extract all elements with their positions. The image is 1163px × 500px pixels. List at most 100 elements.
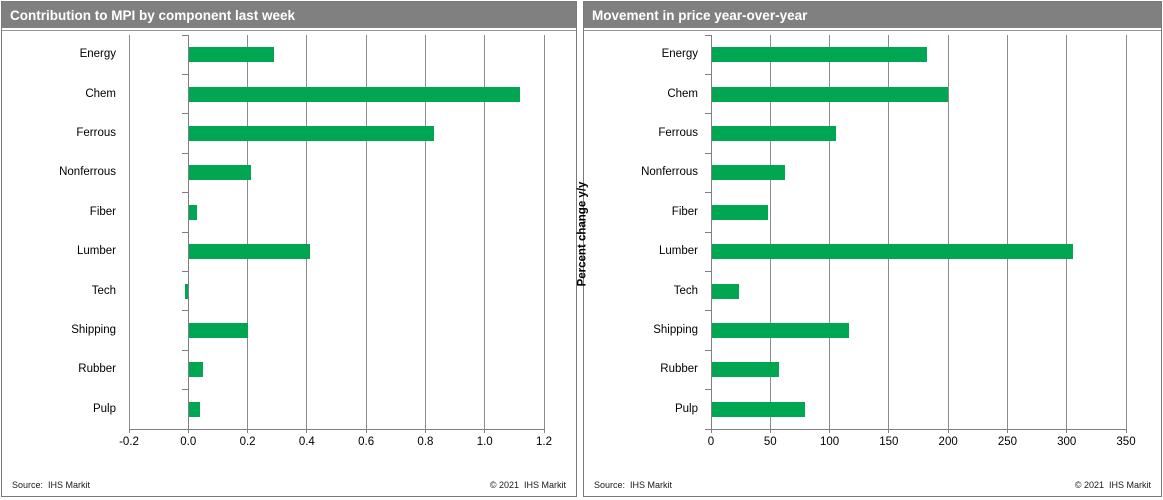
category-axis-tick bbox=[704, 231, 711, 233]
gridline bbox=[484, 35, 486, 429]
source-label: Source: IHS Markit bbox=[12, 480, 91, 490]
category-label: Energy bbox=[79, 48, 116, 61]
bar-rubber bbox=[188, 362, 204, 378]
copyright-label: © 2021 IHS Markit bbox=[489, 480, 566, 490]
category-label: Nonferrous bbox=[641, 166, 698, 179]
category-axis-tick bbox=[181, 34, 188, 36]
category-axis-tick bbox=[704, 113, 711, 115]
category-axis-tick bbox=[704, 389, 711, 391]
category-axis-tick bbox=[181, 270, 188, 272]
bar-tech bbox=[185, 283, 189, 299]
category-label: Lumber bbox=[659, 245, 698, 258]
x-tick-label: 1.0 bbox=[476, 436, 493, 448]
gridline bbox=[247, 35, 249, 429]
category-label: Fiber bbox=[89, 205, 116, 218]
mpi-contribution-chart-panel: Contribution to MPI by component last we… bbox=[1, 1, 577, 497]
gridline bbox=[365, 35, 367, 429]
bar-shipping bbox=[188, 323, 248, 338]
category-label: Fiber bbox=[671, 205, 698, 218]
x-axis-tick bbox=[187, 429, 189, 433]
x-axis-tick bbox=[247, 429, 249, 433]
x-axis-tick bbox=[1066, 429, 1068, 433]
bar-lumber bbox=[188, 244, 310, 260]
x-tick-label: 0.4 bbox=[298, 436, 315, 448]
x-tick-label: 300 bbox=[1057, 436, 1077, 448]
chart-footer: Source: IHS Markit © 2021 IHS Markit bbox=[12, 480, 566, 490]
x-axis-tick bbox=[484, 429, 486, 433]
category-label: Lumber bbox=[77, 245, 116, 258]
category-axis-tick bbox=[181, 231, 188, 233]
x-axis-tick bbox=[424, 429, 426, 433]
source-label: Source: IHS Markit bbox=[594, 480, 673, 490]
bar-shipping bbox=[711, 323, 849, 338]
category-axis-tick bbox=[704, 310, 711, 312]
bar-lumber bbox=[711, 244, 1073, 260]
x-axis-tick bbox=[829, 429, 831, 433]
x-axis-tick bbox=[128, 429, 130, 433]
x-tick-label: 150 bbox=[879, 436, 899, 448]
category-label: Rubber bbox=[660, 363, 698, 376]
category-label: Pulp bbox=[674, 402, 698, 415]
category-axis-tick bbox=[704, 192, 711, 194]
category-axis-tick bbox=[181, 73, 188, 75]
category-axis bbox=[187, 35, 189, 429]
x-axis-tick bbox=[543, 429, 545, 433]
gridline bbox=[888, 35, 890, 429]
gridline bbox=[947, 35, 949, 429]
category-label: Tech bbox=[673, 284, 698, 297]
bar-fiber bbox=[711, 204, 768, 220]
category-label: Rubber bbox=[78, 363, 116, 376]
x-axis-tick bbox=[710, 429, 712, 433]
category-label: Nonferrous bbox=[59, 166, 116, 179]
category-label: Shipping bbox=[71, 324, 116, 336]
copyright-label: © 2021 IHS Markit bbox=[1074, 480, 1151, 490]
bar-pulp bbox=[188, 401, 201, 417]
plot-area: Percent change -0.2 0.0 0.2 0.4 0.6 0.8 1.0 1.2… bbox=[59, 34, 552, 448]
x-tick-label: 100 bbox=[819, 436, 840, 448]
category-label: Chem bbox=[667, 87, 698, 100]
gridline bbox=[128, 35, 130, 429]
x-tick-label: 50 bbox=[763, 436, 777, 448]
category-label: Ferrous bbox=[76, 127, 116, 139]
x-axis-tick bbox=[1125, 429, 1127, 433]
x-axis-tick bbox=[947, 429, 949, 433]
category-axis-tick bbox=[704, 73, 711, 75]
x-axis-line bbox=[128, 429, 545, 430]
bar-chem bbox=[711, 86, 949, 102]
gridline bbox=[424, 35, 426, 429]
gridline bbox=[1066, 35, 1068, 429]
category-axis-tick bbox=[704, 349, 711, 351]
gridline bbox=[1125, 35, 1127, 429]
x-axis-tick bbox=[306, 429, 308, 433]
category-axis-tick bbox=[181, 349, 188, 351]
category-label: Chem bbox=[85, 87, 116, 100]
x-tick-label: 200 bbox=[938, 436, 958, 448]
chart-title: Movement in price year-over-year bbox=[584, 2, 1161, 28]
chart-body: Percent change -0.2 0.0 0.2 0.4 0.6 0.8 1.0 1.2… bbox=[2, 30, 576, 496]
category-axis-tick bbox=[704, 428, 711, 430]
category-axis-tick bbox=[181, 152, 188, 154]
x-tick-label: 1.2 bbox=[536, 436, 552, 448]
bar-energy bbox=[711, 47, 927, 63]
x-tick-label: 0.2 bbox=[239, 436, 256, 448]
gridline bbox=[1006, 35, 1008, 429]
category-label: Ferrous bbox=[658, 127, 698, 139]
x-axis-tick bbox=[365, 429, 367, 433]
category-axis-tick bbox=[181, 389, 188, 391]
x-axis-tick bbox=[1006, 429, 1008, 433]
bar-fiber bbox=[188, 204, 198, 220]
category-label: Pulp bbox=[92, 402, 116, 415]
x-tick-label: 0.8 bbox=[417, 436, 434, 448]
price-movement-chart-panel: Movement in price year-over-year Percent… bbox=[576, 1, 1162, 497]
plot-area: Percent change y/y 0 50 100 150 200 250 300 350… bbox=[576, 34, 1136, 448]
x-tick-label: 0.0 bbox=[180, 436, 197, 448]
x-tick-label: 0.6 bbox=[358, 436, 375, 448]
x-tick-label: -0.2 bbox=[119, 436, 139, 448]
bar-nonferrous bbox=[188, 165, 251, 181]
category-axis-tick bbox=[704, 34, 711, 36]
bar-tech bbox=[711, 283, 740, 299]
gridline bbox=[543, 35, 545, 429]
gridline bbox=[306, 35, 308, 429]
category-axis-tick bbox=[704, 152, 711, 154]
chart-title: Contribution to MPI by component last we… bbox=[2, 2, 576, 28]
